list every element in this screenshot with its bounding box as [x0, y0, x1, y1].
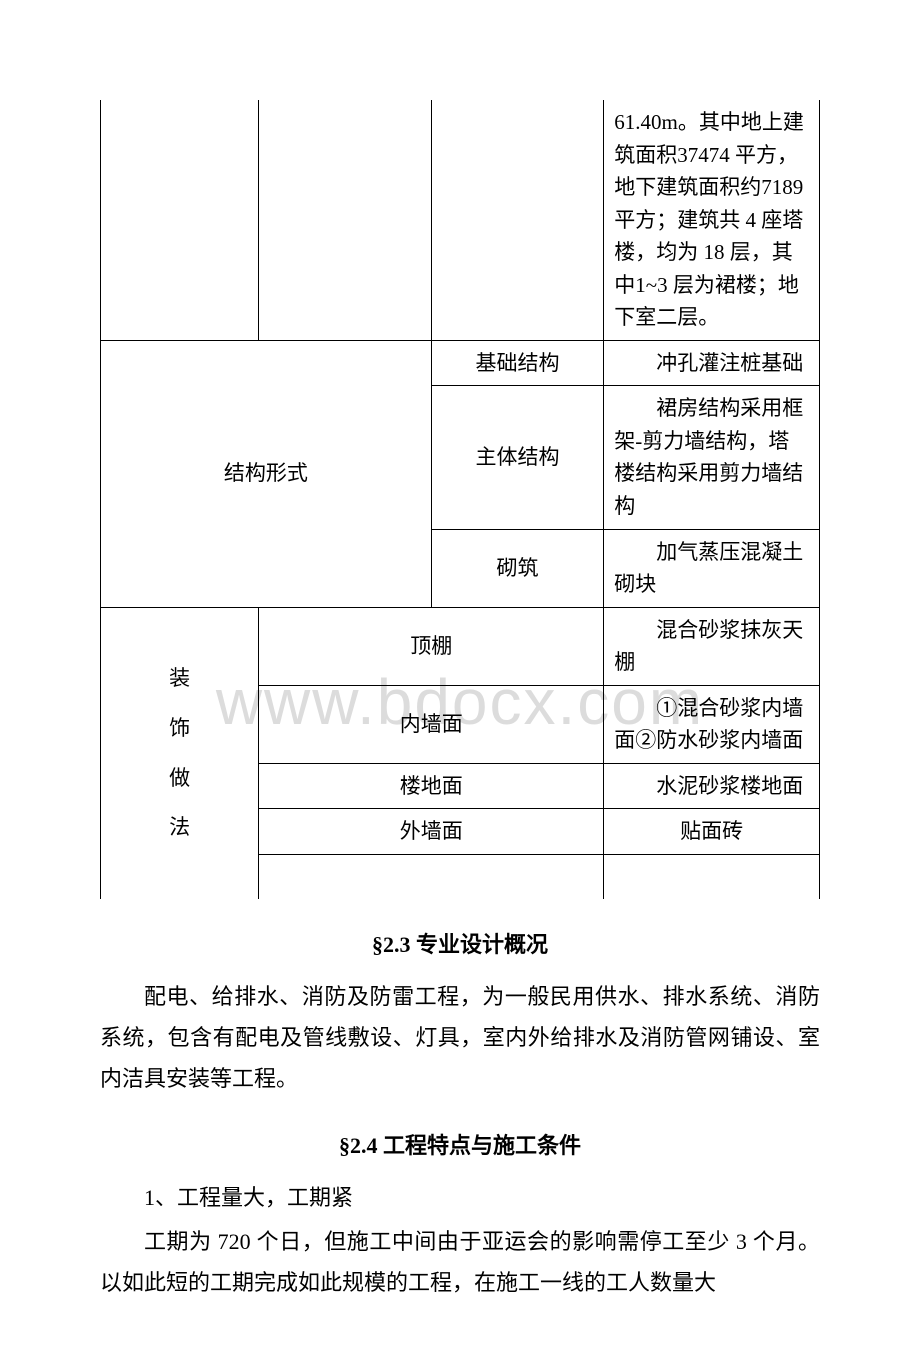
table-row: 装 饰 做 法 顶棚 混合砂浆抹灰天棚 — [101, 607, 820, 685]
cell-text: 混合砂浆抹灰天棚 — [614, 614, 809, 679]
section-heading-2-4: §2.4 工程特点与施工条件 — [100, 1128, 820, 1160]
table-row: 61.40m。其中地上建筑面积37474 平方，地下建筑面积约7189 平方；建… — [101, 100, 820, 340]
cell-structure-sub: 基础结构 — [431, 340, 604, 386]
label-char: 做 — [169, 759, 190, 799]
cell-structure-val: 加气蒸压混凝土砌块 — [604, 529, 820, 607]
cell-empty — [101, 100, 259, 340]
cell-deco-sub: 内墙面 — [259, 685, 604, 763]
cell-structure-sub: 砌筑 — [431, 529, 604, 607]
cell-empty — [259, 854, 604, 899]
cell-deco-sub: 外墙面 — [259, 809, 604, 855]
cell-deco-val: ①混合砂浆内墙面②防水砂浆内墙面 — [604, 685, 820, 763]
cell-deco-sub: 楼地面 — [259, 763, 604, 809]
cell-structure-sub: 主体结构 — [431, 386, 604, 529]
label-char: 法 — [169, 808, 190, 848]
cell-structure-val: 冲孔灌注桩基础 — [604, 340, 820, 386]
label-char: 装 — [169, 659, 190, 699]
cell-empty — [431, 100, 604, 340]
cell-top-desc: 61.40m。其中地上建筑面积37474 平方，地下建筑面积约7189 平方；建… — [604, 100, 820, 340]
label-char: 饰 — [169, 709, 190, 749]
table-row: 结构形式 基础结构 冲孔灌注桩基础 — [101, 340, 820, 386]
cell-deco-sub: 顶棚 — [259, 607, 604, 685]
section-heading-2-3: §2.3 专业设计概况 — [100, 927, 820, 959]
cell-deco-val: 水泥砂浆楼地面 — [604, 763, 820, 809]
vertical-label: 装 饰 做 法 — [111, 659, 248, 849]
cell-text: 加气蒸压混凝土砌块 — [614, 536, 809, 601]
cell-text: 水泥砂浆楼地面 — [614, 770, 809, 803]
document-page: 61.40m。其中地上建筑面积37474 平方，地下建筑面积约7189 平方；建… — [0, 0, 920, 1368]
cell-empty — [604, 854, 820, 899]
cell-deco-val: 贴面砖 — [604, 809, 820, 855]
paragraph: 配电、给排水、消防及防雷工程，为一般民用供水、排水系统、消防系统，包含有配电及管… — [100, 977, 820, 1099]
paragraph: 工期为 720 个日，但施工中间由于亚运会的影响需停工至少 3 个月。以如此短的… — [100, 1222, 820, 1303]
cell-empty — [259, 100, 432, 340]
cell-deco-label: 装 饰 做 法 — [101, 607, 259, 899]
cell-deco-val: 混合砂浆抹灰天棚 — [604, 607, 820, 685]
cell-text: 冲孔灌注桩基础 — [614, 347, 809, 380]
cell-text: ①混合砂浆内墙面②防水砂浆内墙面 — [614, 692, 809, 757]
cell-text: 裙房结构采用框架-剪力墙结构，塔楼结构采用剪力墙结构 — [614, 392, 809, 522]
cell-structure-label: 结构形式 — [101, 340, 432, 607]
main-table: 61.40m。其中地上建筑面积37474 平方，地下建筑面积约7189 平方；建… — [100, 100, 820, 899]
paragraph: 1、工程量大，工期紧 — [100, 1178, 820, 1219]
cell-structure-val: 裙房结构采用框架-剪力墙结构，塔楼结构采用剪力墙结构 — [604, 386, 820, 529]
